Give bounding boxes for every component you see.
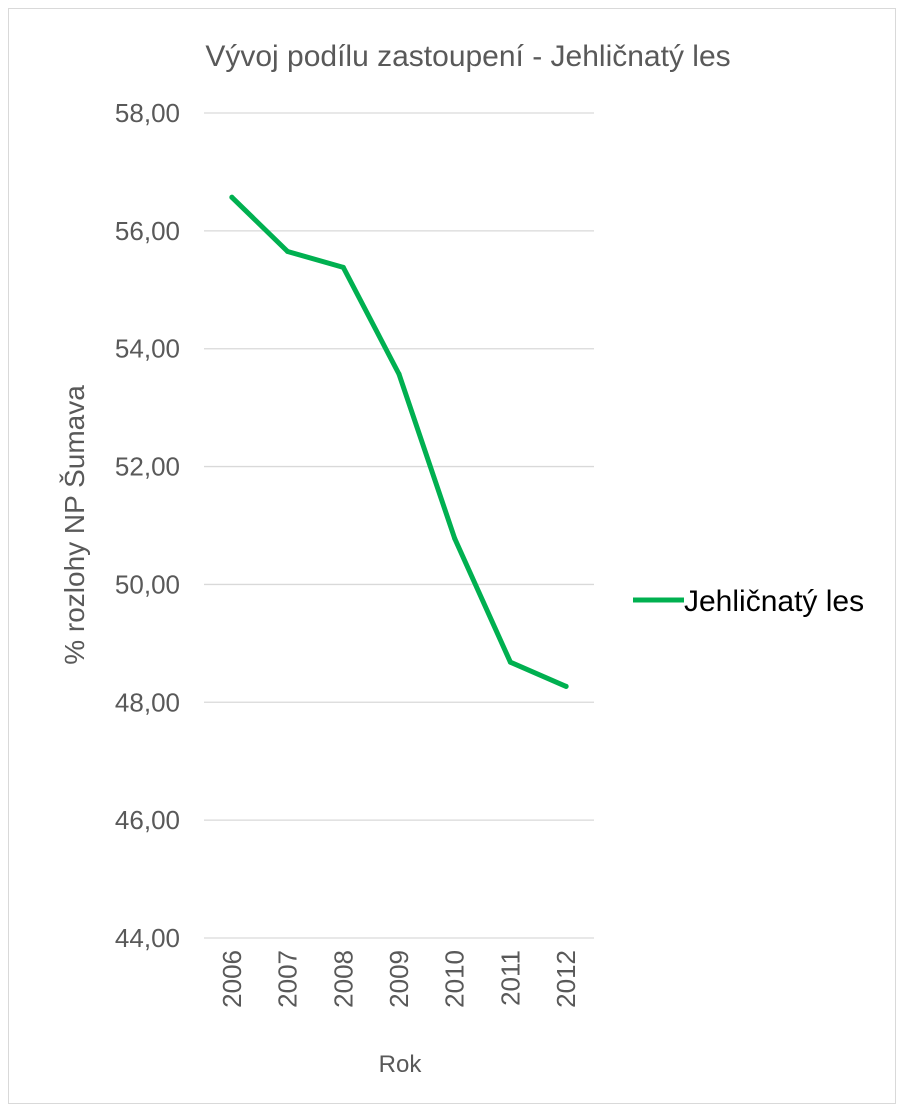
data-point xyxy=(563,683,569,689)
legend: Jehličnatý les xyxy=(633,585,864,618)
chart-title: Vývoj podílu zastoupení - Jehličnatý les xyxy=(205,40,730,73)
legend-label: Jehličnatý les xyxy=(684,585,864,618)
y-axis-title: % rozlohy NP Šumava xyxy=(59,385,90,665)
data-point xyxy=(396,371,402,377)
x-tick-label: 2008 xyxy=(328,950,358,1008)
chart-area xyxy=(8,8,896,1104)
y-tick-label: 50,00 xyxy=(115,569,180,599)
y-tick-label: 52,00 xyxy=(115,452,180,482)
series-layer xyxy=(229,194,569,689)
gridlines xyxy=(204,112,594,939)
y-tick-label: 46,00 xyxy=(115,805,180,835)
x-tick-label: 2006 xyxy=(217,950,247,1008)
x-tick-label: 2012 xyxy=(551,950,581,1008)
data-point xyxy=(452,535,458,541)
x-axis-title: Rok xyxy=(379,1051,423,1078)
x-tick-label: 2009 xyxy=(384,950,414,1008)
data-point xyxy=(340,264,346,270)
x-tick-label: 2010 xyxy=(440,950,470,1008)
data-point xyxy=(285,248,291,254)
series-line xyxy=(229,194,569,689)
y-tick-label: 56,00 xyxy=(115,216,180,246)
y-tick-label: 44,00 xyxy=(115,923,180,953)
data-point xyxy=(507,659,513,665)
y-axis-ticks: 44,00 46,00 48,00 50,00 52,00 54,00 56,00 58,00 xyxy=(115,98,180,953)
x-tick-label: 2011 xyxy=(495,950,525,1006)
y-tick-label: 48,00 xyxy=(115,687,180,717)
data-point xyxy=(229,194,235,200)
x-tick-label: 2007 xyxy=(273,950,303,1008)
y-tick-label: 58,00 xyxy=(115,98,180,128)
x-axis-ticks: 2006 2007 2008 2009 2010 2011 2012 xyxy=(217,950,581,1008)
y-tick-label: 54,00 xyxy=(115,334,180,364)
